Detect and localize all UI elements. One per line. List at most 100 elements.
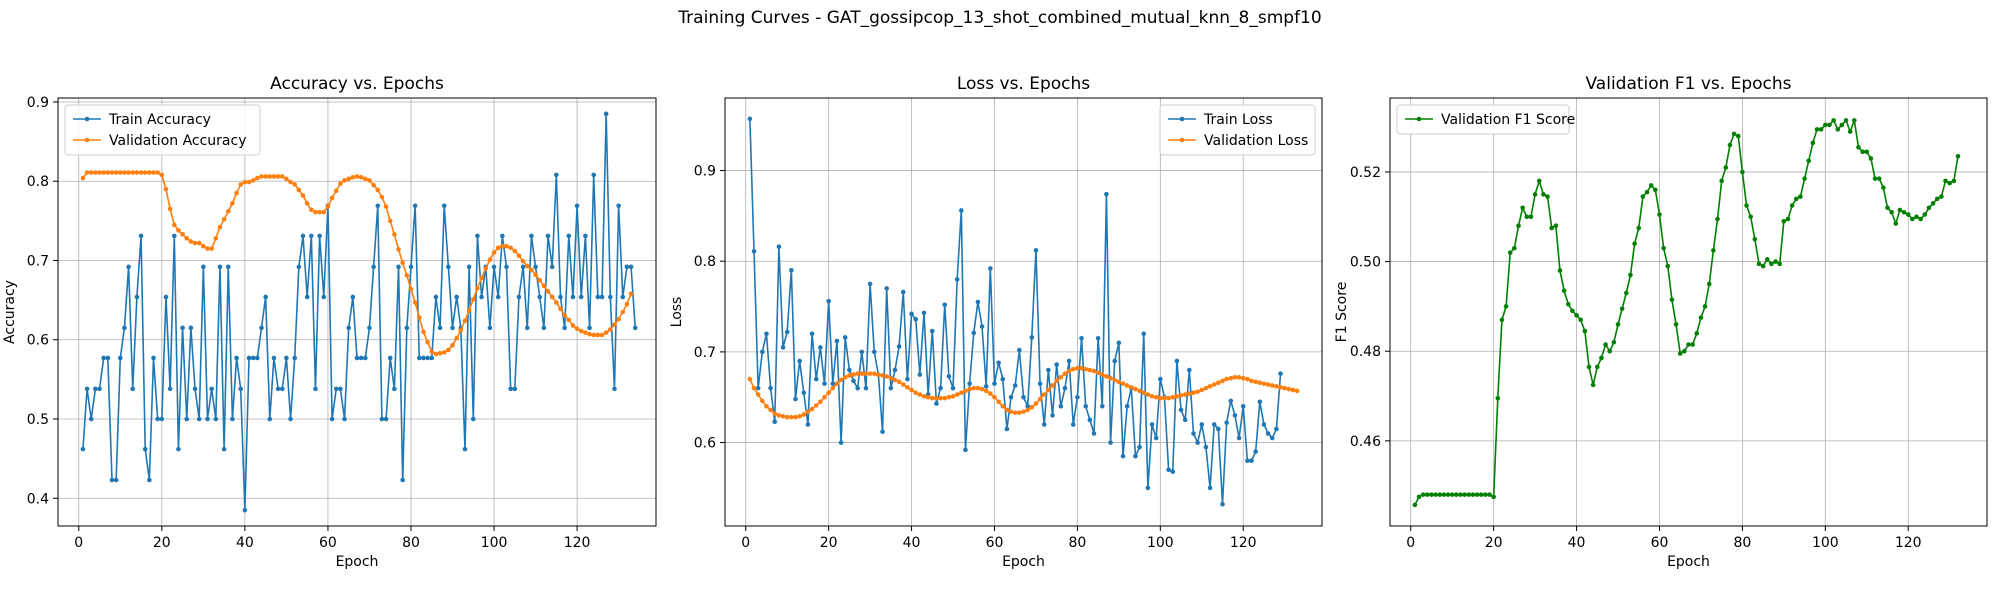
data-point — [1412, 502, 1418, 508]
data-point — [880, 429, 885, 434]
data-point — [801, 412, 807, 417]
data-point — [230, 416, 235, 422]
data-point — [508, 386, 513, 392]
data-point — [747, 376, 753, 382]
data-point — [624, 264, 630, 270]
data-point — [859, 371, 865, 376]
data-point — [1586, 364, 1592, 370]
data-point — [826, 390, 831, 396]
data-point — [450, 325, 455, 331]
data-point — [818, 399, 823, 405]
data-point — [379, 416, 385, 422]
data-point — [789, 414, 794, 420]
data-point — [1141, 390, 1147, 396]
data-point — [884, 286, 889, 291]
data-point — [574, 326, 580, 331]
x-axis-label: Epoch — [336, 554, 379, 570]
data-point — [533, 264, 538, 270]
data-point — [876, 372, 881, 377]
data-point — [1278, 384, 1283, 390]
x-tick-label: 120 — [1230, 535, 1257, 551]
data-point — [1594, 364, 1600, 370]
data-point — [1199, 422, 1205, 427]
data-point — [813, 376, 819, 382]
axes-frame — [1389, 97, 1988, 527]
x-tick-label: 100 — [1812, 535, 1839, 551]
data-point — [1914, 214, 1919, 220]
data-point — [387, 218, 393, 224]
data-point — [1847, 129, 1853, 134]
data-point — [1095, 370, 1101, 376]
data-point — [1046, 387, 1051, 393]
data-point — [1706, 281, 1712, 287]
data-point — [1831, 118, 1836, 123]
data-point — [441, 350, 447, 355]
data-point — [760, 349, 765, 355]
data-point — [1462, 492, 1467, 497]
data-point — [1228, 375, 1234, 381]
data-point — [333, 386, 339, 392]
data-point — [155, 416, 160, 422]
data-point — [205, 246, 210, 251]
data-point — [1162, 395, 1167, 401]
data-point — [93, 386, 98, 392]
data-point — [142, 170, 148, 175]
data-point — [1075, 394, 1080, 400]
data-point — [437, 325, 443, 331]
data-point — [1735, 133, 1741, 139]
data-point — [1145, 485, 1151, 491]
data-point — [764, 331, 769, 337]
data-point — [789, 267, 794, 273]
legend-label: Validation Loss — [1204, 133, 1308, 149]
data-point — [768, 407, 773, 413]
data-point — [983, 388, 989, 394]
data-point — [772, 411, 778, 416]
data-point — [1777, 261, 1783, 267]
data-point — [1274, 384, 1279, 389]
data-point — [321, 209, 327, 215]
data-point — [470, 416, 476, 422]
data-point — [599, 332, 605, 338]
data-point — [1545, 194, 1550, 199]
data-point — [1437, 492, 1443, 497]
data-point — [624, 301, 630, 307]
data-point — [416, 355, 422, 361]
data-point — [1137, 388, 1142, 394]
data-point — [1282, 385, 1287, 391]
data-point — [392, 232, 397, 237]
data-point — [462, 446, 468, 452]
data-point — [109, 170, 115, 175]
data-point — [255, 175, 260, 181]
data-point — [1947, 180, 1952, 186]
data-point — [1715, 216, 1720, 222]
data-point — [549, 264, 555, 270]
data-point — [971, 385, 977, 391]
data-point — [130, 386, 136, 392]
data-point — [304, 294, 310, 300]
data-point — [1690, 342, 1695, 347]
data-point — [1029, 335, 1035, 340]
data-point — [900, 382, 906, 387]
data-point — [180, 325, 185, 331]
data-point — [1810, 140, 1816, 146]
legend-item: Train Loss — [1168, 112, 1273, 128]
y-tick-label: 0.46 — [1350, 434, 1381, 450]
data-point — [1207, 384, 1213, 389]
data-point — [284, 355, 289, 361]
data-point — [84, 386, 90, 392]
data-point — [105, 355, 111, 361]
data-point — [80, 446, 86, 452]
data-point — [1158, 376, 1163, 382]
data-point — [1216, 380, 1221, 386]
data-point — [1955, 153, 1961, 159]
data-point — [1021, 394, 1026, 400]
data-point — [255, 355, 260, 361]
data-point — [412, 203, 418, 209]
data-point — [313, 209, 318, 215]
data-point — [834, 381, 840, 386]
data-point — [1827, 122, 1832, 128]
data-point — [578, 294, 584, 300]
data-point — [163, 186, 169, 192]
data-point — [155, 170, 160, 175]
